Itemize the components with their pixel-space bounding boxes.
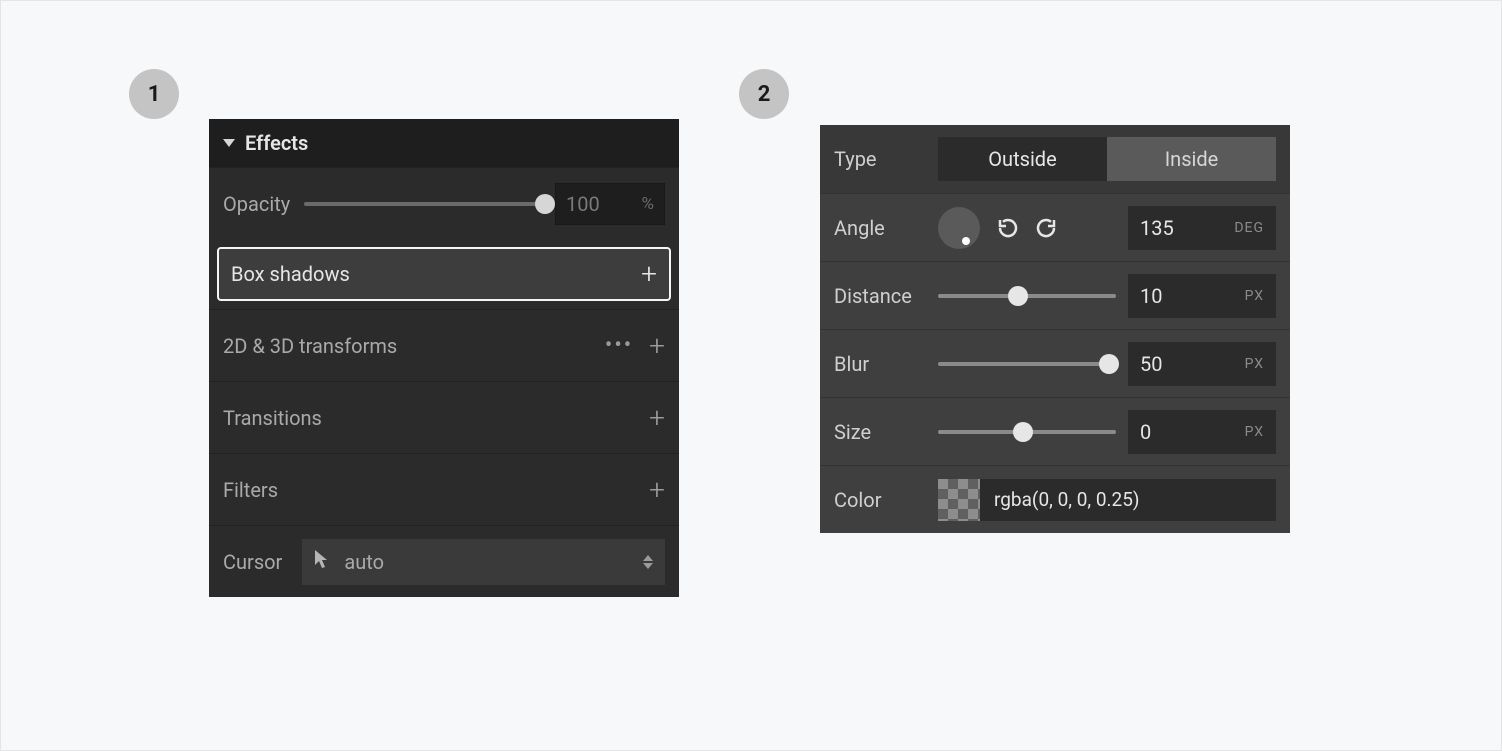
transitions-row[interactable]: Transitions +: [209, 381, 679, 453]
blur-label: Blur: [834, 352, 938, 376]
opacity-slider[interactable]: [304, 202, 545, 206]
add-transition-icon[interactable]: +: [649, 404, 665, 432]
cursor-row: Cursor auto: [209, 525, 679, 597]
step-badge-1: 1: [129, 69, 179, 119]
size-slider[interactable]: [938, 430, 1116, 434]
color-row: Color rgba(0, 0, 0, 0.25): [820, 465, 1290, 533]
opacity-value: 100: [566, 192, 600, 216]
distance-unit: PX: [1245, 288, 1264, 304]
rotate-ccw-button[interactable]: [994, 214, 1022, 242]
transitions-label: Transitions: [223, 406, 322, 430]
color-input[interactable]: rgba(0, 0, 0, 0.25): [980, 479, 1276, 521]
color-swatch[interactable]: [938, 479, 980, 521]
filters-label: Filters: [223, 478, 278, 502]
filters-row[interactable]: Filters +: [209, 453, 679, 525]
angle-input[interactable]: 135 DEG: [1128, 206, 1276, 250]
distance-slider[interactable]: [938, 294, 1116, 298]
type-row: Type Outside Inside: [820, 125, 1290, 193]
size-unit: PX: [1245, 424, 1264, 440]
angle-value: 135: [1140, 216, 1174, 240]
effects-panel: Effects Opacity 100 % Box shadows + 2D &…: [209, 119, 679, 597]
box-shadow-settings-panel: Type Outside Inside Angle 135 DEG Distan…: [820, 125, 1290, 533]
add-filter-icon[interactable]: +: [649, 476, 665, 504]
type-inside-button[interactable]: Inside: [1107, 137, 1276, 181]
opacity-label: Opacity: [223, 192, 290, 216]
type-outside-label: Outside: [988, 147, 1056, 171]
box-shadows-row[interactable]: Box shadows +: [217, 247, 671, 301]
add-box-shadow-icon[interactable]: +: [641, 260, 657, 288]
blur-row: Blur 50 PX: [820, 329, 1290, 397]
collapse-icon: [223, 139, 235, 147]
type-outside-button[interactable]: Outside: [938, 137, 1107, 181]
box-shadows-label: Box shadows: [231, 262, 350, 286]
cursor-value: auto: [344, 550, 384, 574]
size-slider-thumb[interactable]: [1013, 422, 1033, 442]
distance-label: Distance: [834, 284, 938, 308]
opacity-unit: %: [642, 194, 654, 214]
add-transform-icon[interactable]: +: [649, 332, 665, 360]
opacity-row: Opacity 100 %: [209, 167, 679, 239]
transforms-label: 2D & 3D transforms: [223, 334, 397, 358]
step-number: 2: [758, 82, 771, 107]
distance-row: Distance 10 PX: [820, 261, 1290, 329]
distance-slider-thumb[interactable]: [1008, 286, 1028, 306]
step-badge-2: 2: [739, 69, 789, 119]
cursor-stepper-icon: [643, 555, 653, 569]
type-inside-label: Inside: [1165, 147, 1219, 171]
blur-value: 50: [1140, 352, 1162, 376]
cursor-arrow-icon: [314, 549, 330, 574]
color-value: rgba(0, 0, 0, 0.25): [994, 488, 1140, 511]
size-input[interactable]: 0 PX: [1128, 410, 1276, 454]
angle-knob[interactable]: [938, 207, 980, 249]
rotate-cw-button[interactable]: [1032, 214, 1060, 242]
step-number: 1: [148, 82, 161, 107]
transforms-more-icon[interactable]: •••: [605, 333, 633, 358]
angle-unit: DEG: [1234, 220, 1264, 236]
blur-unit: PX: [1245, 356, 1264, 372]
cursor-select[interactable]: auto: [302, 539, 665, 585]
blur-slider-thumb[interactable]: [1099, 354, 1119, 374]
color-label: Color: [834, 488, 938, 512]
distance-value: 10: [1140, 284, 1162, 308]
type-segmented: Outside Inside: [938, 137, 1276, 181]
size-row: Size 0 PX: [820, 397, 1290, 465]
blur-slider[interactable]: [938, 362, 1116, 366]
cursor-label: Cursor: [223, 550, 282, 574]
size-value: 0: [1140, 420, 1151, 444]
effects-header[interactable]: Effects: [209, 119, 679, 167]
opacity-input[interactable]: 100 %: [555, 183, 665, 225]
blur-input[interactable]: 50 PX: [1128, 342, 1276, 386]
angle-row: Angle 135 DEG: [820, 193, 1290, 261]
effects-title: Effects: [245, 131, 308, 155]
angle-label: Angle: [834, 216, 938, 240]
distance-input[interactable]: 10 PX: [1128, 274, 1276, 318]
type-label: Type: [834, 147, 938, 171]
size-label: Size: [834, 420, 938, 444]
opacity-slider-thumb[interactable]: [535, 194, 555, 214]
transforms-row[interactable]: 2D & 3D transforms ••• +: [209, 309, 679, 381]
